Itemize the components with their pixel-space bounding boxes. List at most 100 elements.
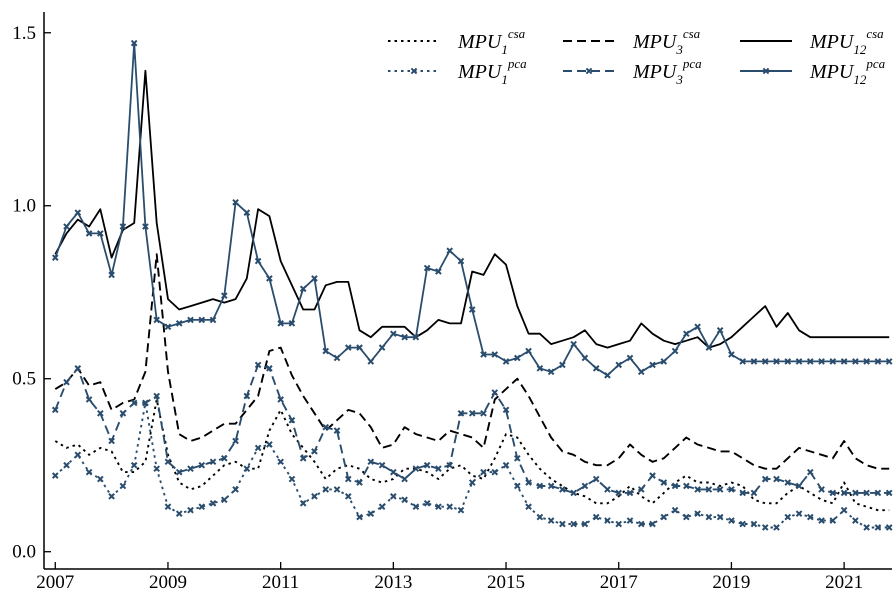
data-point-marker: [401, 475, 408, 483]
data-point-marker: [829, 489, 837, 497]
data-point-marker: [390, 468, 397, 476]
data-point-marker: [164, 458, 172, 466]
data-point-marker: [311, 275, 318, 282]
data-point-marker: [863, 524, 870, 531]
data-point-marker: [705, 486, 713, 493]
data-point-marker: [536, 365, 544, 372]
data-point-marker: [761, 475, 769, 483]
data-point-marker: [187, 465, 194, 472]
legend-item: MPU1pca: [388, 56, 527, 87]
data-point-marker: [423, 499, 431, 507]
legend-superscript: pca: [682, 56, 702, 71]
data-point-marker: [547, 368, 555, 376]
data-point-marker: [130, 39, 138, 47]
legend-label: MPU3pca: [632, 56, 702, 87]
data-point-marker: [716, 486, 724, 493]
series-line: [54, 69, 890, 349]
data-point-marker: [220, 454, 228, 462]
data-point-marker: [604, 517, 611, 524]
data-point-marker: [840, 506, 848, 514]
legend-item: MPU3csa: [563, 26, 701, 57]
legend-item: MPU12csa: [740, 26, 884, 57]
series-1: [54, 398, 890, 512]
data-point-marker: [209, 499, 217, 507]
data-point-marker: [818, 517, 825, 524]
series-line: [54, 363, 890, 494]
axes: 0.0 0.5 1.0 1.5 2007 2009 2011 2013 2015 2017 2019…: [12, 12, 892, 591]
data-point-marker: [626, 489, 634, 497]
data-point-marker: [311, 448, 318, 455]
legend-label: MPU1pca: [457, 56, 527, 87]
data-point-marker: [592, 475, 600, 483]
data-point-marker: [649, 520, 656, 528]
data-point-marker: [739, 489, 746, 497]
data-point-marker: [277, 396, 284, 403]
data-point-marker: [266, 441, 273, 448]
data-point-marker: [502, 358, 510, 365]
data-point-marker: [468, 410, 476, 417]
series-5: [51, 361, 893, 497]
data-point-marker: [446, 247, 453, 255]
data-point-marker: [660, 358, 668, 365]
data-point-marker: [356, 344, 363, 351]
data-point-marker: [74, 365, 82, 372]
x-tick-label: 2011: [262, 572, 299, 591]
data-point-marker: [671, 506, 679, 514]
data-point-marker: [322, 347, 330, 355]
data-point-marker: [164, 503, 172, 511]
data-point-marker: [277, 320, 284, 327]
legend-item: MPU12pca: [740, 56, 886, 87]
data-point-marker: [97, 475, 104, 483]
data-point-marker: [649, 472, 656, 479]
data-point-marker: [818, 358, 825, 365]
data-point-marker: [198, 503, 206, 511]
data-point-marker: [220, 292, 228, 299]
data-point-marker: [637, 486, 645, 493]
data-point-marker: [874, 489, 882, 497]
legend-item: MPU1csa: [388, 26, 526, 57]
y-tick-label: 0.0: [12, 542, 36, 563]
data-point-marker: [637, 520, 645, 528]
data-point-marker: [378, 461, 386, 469]
data-point-marker: [604, 486, 611, 493]
data-point-marker: [581, 520, 589, 528]
data-point-marker: [795, 482, 803, 490]
data-point-marker: [175, 468, 183, 476]
data-point-marker: [683, 513, 690, 521]
data-point-marker: [705, 344, 713, 351]
legend-label: MPU12pca: [809, 56, 886, 87]
data-point-marker: [660, 513, 668, 521]
data-point-marker: [750, 520, 758, 528]
data-point-marker: [840, 358, 848, 365]
data-point-marker: [536, 513, 544, 521]
data-point-marker: [288, 475, 296, 483]
data-point-marker: [457, 506, 465, 514]
data-point-marker: [626, 517, 634, 524]
data-point-marker: [142, 399, 149, 407]
data-point-marker: [513, 482, 521, 490]
data-point-marker: [367, 458, 375, 466]
data-point-marker: [333, 486, 341, 493]
data-point-marker: [63, 378, 70, 386]
data-point-marker: [74, 451, 82, 459]
data-point-marker: [806, 513, 814, 521]
data-point-marker: [468, 306, 476, 313]
y-tick-label: 1.0: [12, 196, 36, 217]
data-point-marker: [795, 510, 803, 517]
legend-symbol: MPU: [632, 31, 678, 53]
data-point-marker: [795, 358, 803, 365]
data-point-marker: [885, 358, 893, 365]
data-point-marker: [784, 358, 792, 365]
data-point-marker: [85, 468, 93, 476]
legend-subscript: 12: [853, 72, 867, 87]
data-point-marker: [299, 454, 307, 462]
data-point-marker: [592, 365, 600, 372]
data-point-marker: [401, 333, 408, 341]
data-point-marker: [885, 524, 893, 531]
data-point-marker: [446, 461, 453, 469]
data-point-marker: [671, 482, 679, 490]
x-tick-label: 2013: [374, 572, 412, 591]
data-point-marker: [874, 524, 882, 531]
